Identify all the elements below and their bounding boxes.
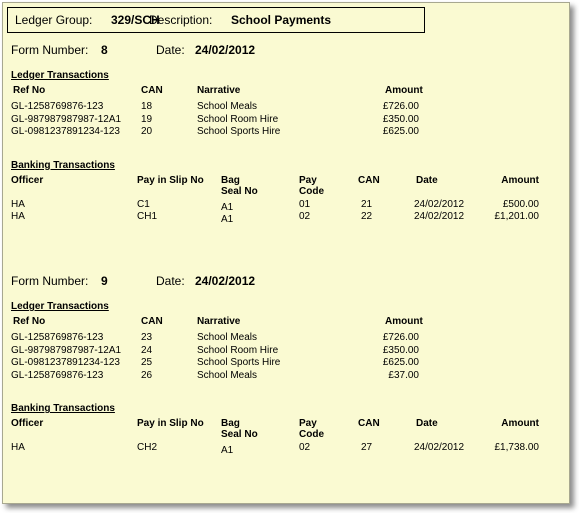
banking-row-bag-seal: A1 (221, 213, 234, 225)
ledger-row-amount: £726.00 (382, 101, 419, 112)
ledger-row-amount: £625.00 (382, 126, 419, 137)
banking-row-bag-seal: A1 (221, 445, 234, 456)
description-label: Description: (149, 13, 213, 27)
ledger-row-ref: GL-1258769876-123 (11, 101, 104, 112)
ledger-group-value: 329/SCH (111, 13, 160, 27)
banking-col-date: Date (416, 174, 438, 186)
ledger-row-can: 18 (141, 101, 153, 112)
ledger-col-amount: Amount (385, 85, 423, 96)
ledger-row-ref: GL-0981237891234-123 (11, 126, 120, 137)
banking-row-slip: CH2 (137, 442, 158, 453)
banking-col-amount: Amount (501, 418, 539, 429)
ledger-row-can: 26 (141, 369, 153, 381)
banking-col-can: CAN (358, 418, 380, 429)
banking-col-pay: Pay (299, 418, 317, 429)
form-date-value: 24/02/2012 (195, 43, 256, 57)
banking-row-slip: C1 (137, 198, 150, 210)
ledger-row-can: 20 (141, 126, 153, 137)
ledger-row-narrative: School Sports Hire (197, 126, 281, 137)
form-number-label: Form Number: (11, 43, 89, 57)
ledger-row-narrative: School Meals (197, 369, 258, 381)
banking-col-code: Code (299, 429, 324, 440)
banking-col-seal-no: Seal No (221, 429, 258, 440)
ledger-row-amount: £625.00 (382, 357, 419, 368)
ledger-row-can: 23 (141, 332, 153, 343)
ledger-row-amount: £350.00 (382, 113, 419, 125)
banking-row-can: 27 (361, 442, 373, 453)
ledger-col-ref-no: Ref No (13, 316, 46, 327)
ledger-row-ref: GL-987987987987-12A1 (11, 113, 122, 125)
form-number-label: Form Number: (11, 274, 89, 288)
banking-row-pay-code: 02 (299, 442, 311, 453)
ledger-row-can: 25 (141, 357, 153, 368)
banking-col-bag: Bag (221, 418, 240, 429)
banking-col-pay: Pay (299, 174, 317, 186)
ledger-row-ref: GL-987987987987-12A1 (11, 344, 122, 356)
banking-row-pay-code: 02 (299, 210, 311, 222)
banking-row-amount: £1,201.00 (494, 210, 540, 222)
banking-row-slip: CH1 (137, 210, 158, 222)
banking-col-officer: Officer (11, 418, 44, 429)
banking-row-date: 24/02/2012 (414, 442, 465, 453)
ledger-row-ref: GL-1258769876-123 (11, 369, 104, 381)
banking-row-amount: £1,738.00 (494, 442, 540, 453)
banking-col-can: CAN (358, 174, 380, 186)
banking-row-date: 24/02/2012 (414, 198, 465, 210)
ledger-row-narrative: School Meals (197, 101, 258, 112)
ledger-group-label: Ledger Group: (15, 13, 93, 27)
ledger-row-narrative: School Meals (197, 332, 258, 343)
banking-col-seal-no: Seal No (221, 185, 258, 197)
banking-col-pay-in-slip-no: Pay in Slip No (137, 418, 204, 429)
banking-row-can: 21 (361, 198, 373, 210)
banking-transactions-title: Banking Transactions (11, 403, 115, 414)
ledger-transactions-title: Ledger Transactions (11, 70, 109, 81)
ledger-transactions-title: Ledger Transactions (11, 301, 109, 312)
banking-row-officer: HA (11, 210, 25, 222)
banking-col-pay-in-slip-no: Pay in Slip No (137, 174, 204, 186)
ledger-group-header (7, 7, 425, 33)
ledger-col-amount: Amount (385, 316, 423, 327)
ledger-row-can: 19 (141, 113, 153, 125)
ledger-row-narrative: School Sports Hire (197, 357, 281, 368)
ledger-row-ref: GL-1258769876-123 (11, 332, 104, 343)
ledger-row-narrative: School Room Hire (197, 113, 279, 125)
banking-col-code: Code (299, 185, 324, 197)
ledger-col-narrative: Narrative (197, 85, 241, 96)
date-label: Date: (156, 43, 185, 57)
banking-row-pay-code: 01 (299, 198, 311, 210)
report-page: Ledger Group: 329/SCH Description: Schoo… (2, 2, 570, 504)
banking-col-date: Date (416, 418, 438, 429)
ledger-col-can: CAN (141, 85, 163, 96)
banking-row-can: 22 (361, 210, 373, 222)
ledger-row-ref: GL-0981237891234-123 (11, 357, 120, 368)
form-number-value: 8 (101, 43, 108, 57)
banking-row-amount: £500.00 (502, 198, 539, 210)
ledger-row-amount: £37.00 (388, 369, 419, 381)
description-value: School Payments (231, 13, 332, 27)
form-date-value: 24/02/2012 (195, 274, 256, 288)
banking-col-bag: Bag (221, 174, 240, 186)
banking-row-officer: HA (11, 442, 25, 453)
ledger-row-amount: £350.00 (382, 344, 419, 356)
ledger-row-narrative: School Room Hire (197, 344, 279, 356)
banking-col-amount: Amount (501, 174, 539, 186)
banking-col-officer: Officer (11, 174, 44, 186)
banking-row-date: 24/02/2012 (414, 210, 465, 222)
banking-row-bag-seal: A1 (221, 201, 234, 213)
date-label: Date: (156, 274, 185, 288)
banking-row-officer: HA (11, 198, 25, 210)
ledger-col-ref-no: Ref No (13, 85, 46, 96)
ledger-row-amount: £726.00 (382, 332, 419, 343)
ledger-col-narrative: Narrative (197, 316, 241, 327)
banking-transactions-title: Banking Transactions (11, 159, 115, 171)
ledger-row-can: 24 (141, 344, 153, 356)
form-number-value: 9 (101, 274, 108, 288)
ledger-col-can: CAN (141, 316, 163, 327)
